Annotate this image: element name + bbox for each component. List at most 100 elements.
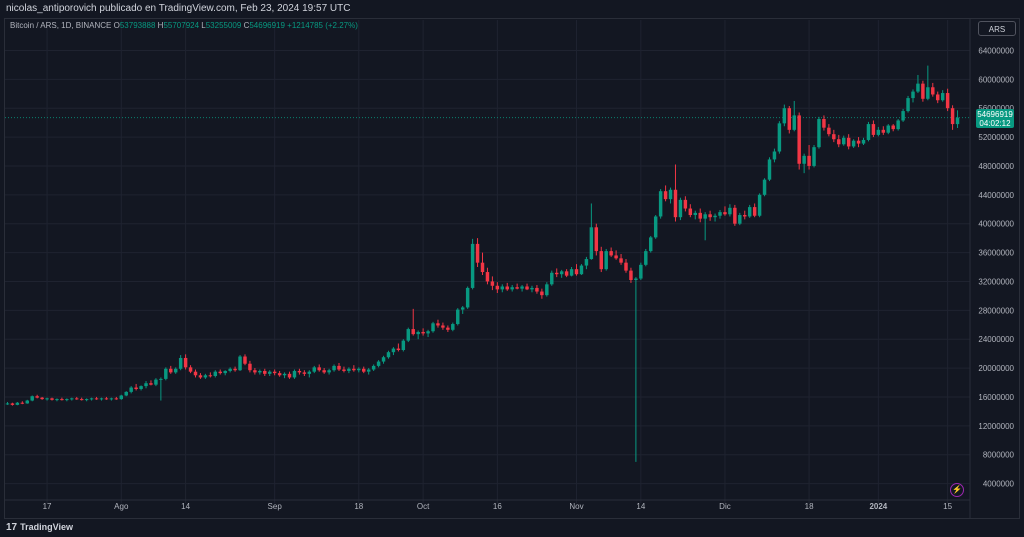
candle-body <box>406 329 411 341</box>
candle-body <box>272 371 277 374</box>
candle-body <box>10 403 15 405</box>
candle-body <box>832 134 836 140</box>
symbol-name: Bitcoin / ARS, 1D, BINANCE <box>10 21 112 30</box>
candle-body <box>441 325 445 328</box>
candle-body <box>401 340 406 351</box>
candle-body <box>35 396 39 398</box>
candle-body <box>584 259 589 266</box>
tradingview-brand[interactable]: 17 TradingView <box>6 522 73 533</box>
lightning-icon[interactable]: ⚡ <box>950 483 964 497</box>
candle-body <box>317 367 321 371</box>
candle-body <box>901 111 905 121</box>
candle-body <box>263 370 267 374</box>
candle-body <box>396 348 401 351</box>
candle-body <box>203 375 208 378</box>
candle-body <box>762 179 767 195</box>
y-tick-label: 44000000 <box>978 191 1014 200</box>
y-tick-label: 28000000 <box>978 306 1014 315</box>
high-value: 55707924 <box>163 21 200 30</box>
candle-body <box>490 281 495 286</box>
candle-body <box>698 212 702 219</box>
y-tick-label: 12000000 <box>978 422 1014 431</box>
candle-body <box>738 215 742 224</box>
candle-body <box>129 387 133 392</box>
candle-body <box>322 370 326 373</box>
candle-body <box>307 371 312 374</box>
candle-body <box>777 123 782 152</box>
candle-body <box>713 215 717 218</box>
candle-body <box>891 125 895 130</box>
candle-body <box>228 368 232 371</box>
candle-body <box>79 399 84 401</box>
candle-body <box>718 212 722 216</box>
candle-body <box>624 262 628 271</box>
candle-body <box>955 117 960 125</box>
candle-body <box>649 237 653 252</box>
candle-body <box>446 327 450 330</box>
candle-body <box>25 400 29 404</box>
candle-body <box>169 368 173 373</box>
candle-body <box>936 94 940 101</box>
candle-body <box>733 207 737 224</box>
candle-body <box>114 398 119 400</box>
open-label: O <box>113 21 120 30</box>
candle-body <box>505 286 509 290</box>
candle-body <box>743 215 747 217</box>
candle-body <box>267 371 272 374</box>
candle-body <box>416 331 420 335</box>
candle-body <box>772 151 777 160</box>
y-tick-label: 64000000 <box>978 46 1014 55</box>
candle-body <box>574 269 579 275</box>
open-value: 53793888 <box>119 21 156 30</box>
candle-body <box>99 398 104 400</box>
candle-body <box>846 137 851 147</box>
candle-body <box>144 383 148 387</box>
y-tick-label: 32000000 <box>978 277 1014 286</box>
candle-body <box>822 119 826 128</box>
candle-body <box>297 370 302 373</box>
candle-body <box>688 208 693 216</box>
candle-body <box>747 207 752 217</box>
currency-button[interactable]: ARS <box>978 21 1016 36</box>
symbol-legend: Bitcoin / ARS, 1D, BINANCE O53793888 H55… <box>10 21 358 30</box>
candle-body <box>436 323 440 326</box>
candle-body <box>866 124 871 140</box>
x-tick-label: 16 <box>493 502 502 511</box>
candle-body <box>564 271 569 276</box>
candle-body <box>208 375 213 377</box>
candle-body <box>134 387 138 389</box>
candle-body <box>198 375 203 378</box>
candle-body <box>520 286 524 289</box>
candle-body <box>193 371 198 376</box>
candle-body <box>851 140 856 147</box>
x-tick-label: 14 <box>636 502 645 511</box>
candle-body <box>164 368 168 379</box>
candle-body <box>495 285 500 290</box>
candle-body <box>238 356 242 371</box>
candle-body <box>371 365 376 370</box>
candle-body <box>104 398 109 400</box>
candle-body <box>940 93 945 101</box>
candle-body <box>243 356 247 364</box>
candle-body <box>282 373 287 376</box>
candle-body <box>342 369 346 371</box>
candle-body <box>50 398 54 400</box>
candle-body <box>634 278 638 280</box>
candle-body <box>950 108 955 125</box>
candle-body <box>827 127 831 135</box>
candle-body <box>15 402 20 405</box>
candle-body <box>728 207 732 215</box>
candle-body <box>658 191 663 217</box>
candle-body <box>376 361 381 366</box>
candle-body <box>683 199 688 209</box>
candle-body <box>253 370 257 373</box>
chart-frame[interactable] <box>4 18 1020 519</box>
candle-body <box>797 115 801 164</box>
candle-body <box>708 214 712 218</box>
candle-body <box>599 251 603 270</box>
candle-body <box>421 331 425 334</box>
candle-body <box>302 372 307 374</box>
candle-body <box>213 371 218 377</box>
y-tick-label: 52000000 <box>978 133 1014 142</box>
